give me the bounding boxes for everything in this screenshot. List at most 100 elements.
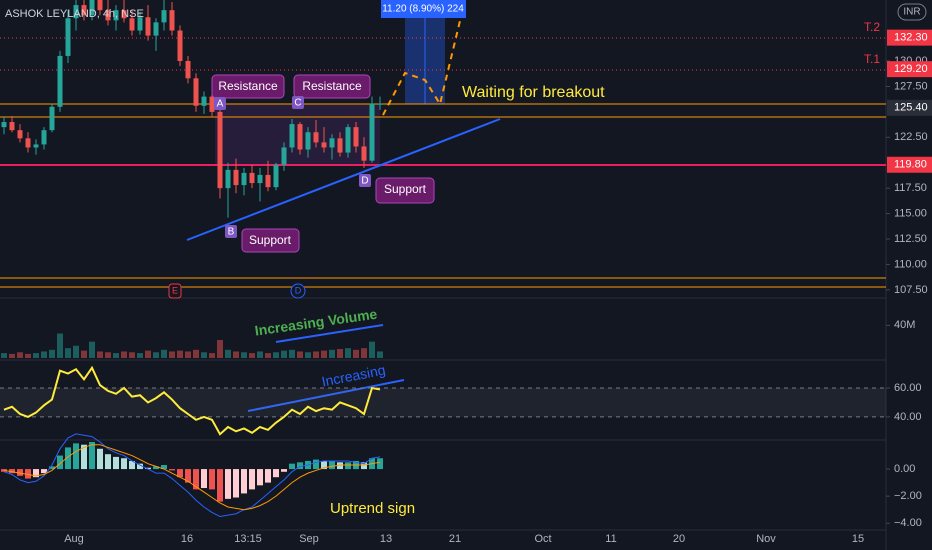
candle-body (313, 132, 319, 143)
macd-histogram (193, 469, 199, 490)
macd-histogram (57, 455, 63, 470)
currency-badge[interactable] (897, 3, 927, 21)
volume-bar (329, 349, 335, 358)
x-tick-label: 21 (449, 533, 461, 545)
volume-bar (289, 349, 295, 358)
candle-body (193, 78, 199, 106)
macd-line (3, 433, 381, 517)
macd-histogram (241, 469, 247, 494)
volume-bar (145, 350, 151, 358)
candle-body (9, 122, 15, 131)
point-label: A (217, 99, 224, 110)
price-label-box (887, 156, 932, 173)
macd-histogram (25, 469, 31, 479)
macd-histogram (177, 469, 183, 478)
candle-body (169, 10, 175, 31)
x-tick-label: 15 (852, 533, 864, 545)
price-label: 129.20 (894, 63, 928, 75)
candle-body (209, 96, 215, 112)
macd-note: Uptrend sign (330, 500, 415, 517)
volume-bar (49, 349, 55, 358)
volume-bar (225, 349, 231, 358)
rsi-line (3, 365, 381, 436)
callout (375, 177, 435, 204)
volume-bar (361, 348, 367, 358)
volume-bar (97, 351, 103, 358)
y-tick-label: 0.00 (894, 463, 915, 475)
y-tick-label: 122.50 (894, 131, 928, 143)
candle-body (217, 111, 223, 189)
y-tick-label: −4.00 (894, 517, 922, 529)
macd-histogram (361, 462, 367, 470)
macd-histogram (73, 443, 79, 470)
volume-bar (313, 351, 319, 358)
candle-body (305, 132, 311, 150)
macd-histogram (209, 469, 215, 490)
y-tick-label: 60.00 (894, 382, 922, 394)
candle-body (353, 127, 359, 147)
volume-bar (337, 349, 343, 358)
y-tick-label: 112.50 (894, 233, 927, 245)
macd-histogram (321, 460, 327, 470)
x-tick-label: Nov (756, 533, 776, 545)
volume-bar (193, 349, 199, 358)
candle-body (337, 138, 343, 153)
candle-body (201, 96, 207, 106)
callout (211, 74, 285, 99)
candle-body (49, 106, 55, 131)
macd-histogram (137, 463, 143, 470)
candle-body (249, 172, 255, 184)
macd-histogram (113, 456, 119, 470)
volume-bar (353, 349, 359, 358)
projection (382, 0, 466, 116)
candle-body (281, 147, 287, 165)
callout-text: Resistance (218, 79, 278, 93)
y-tick-label: −2.00 (894, 490, 922, 502)
candle-body (361, 146, 367, 161)
volume-bar (273, 352, 279, 358)
macd-histogram (233, 469, 239, 498)
macd-histogram (65, 447, 71, 470)
volume-bar (17, 352, 23, 358)
macd-histogram (145, 467, 151, 470)
signal-line (3, 444, 381, 511)
macd-histogram (217, 469, 223, 502)
x-tick-label: Aug (64, 533, 84, 545)
volume-bar (241, 352, 247, 358)
point-label: C (294, 98, 301, 109)
volume-bar (249, 353, 255, 358)
volume-bar (25, 353, 31, 358)
event-marker[interactable] (290, 283, 306, 299)
candle-body (25, 138, 31, 148)
macd-histogram (377, 458, 383, 470)
macd-histogram (17, 469, 23, 476)
event-label[interactable]: E (172, 285, 178, 295)
volume-bar (9, 353, 15, 358)
macd-histogram (313, 459, 319, 470)
candle-body (65, 18, 71, 56)
point-marker (225, 225, 237, 238)
volume-bar (265, 353, 271, 358)
target-label: T.2 (864, 20, 880, 34)
macd-histogram (265, 469, 271, 483)
macd-histogram (81, 444, 87, 470)
x-tick-label: 11 (605, 533, 616, 545)
candle-body (57, 55, 63, 107)
currency[interactable]: INR (903, 7, 920, 18)
price-label: 125.40 (894, 102, 928, 114)
macd-histogram (249, 469, 255, 490)
event-label[interactable]: D (295, 285, 302, 295)
event-marker[interactable] (168, 283, 182, 299)
volume-bar (129, 352, 135, 358)
callout-text: Support (384, 182, 427, 196)
macd-histogram (281, 469, 287, 472)
volume-bar (57, 333, 63, 358)
candle-body (345, 127, 351, 153)
macd-histogram (289, 463, 295, 470)
y-tick-label: 40.00 (894, 411, 922, 423)
breakout-note: Waiting for breakout (462, 84, 605, 101)
macd-histogram (161, 465, 167, 470)
candle-body (153, 22, 159, 36)
